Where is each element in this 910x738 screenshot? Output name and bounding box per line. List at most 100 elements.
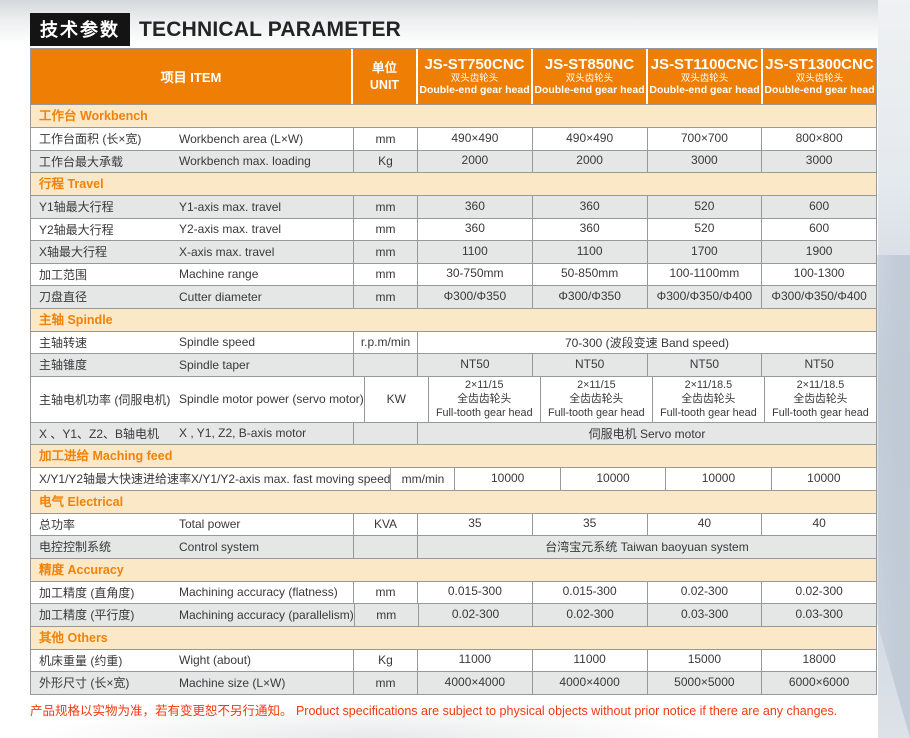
unit-cell: mm bbox=[353, 604, 418, 626]
unit-cell: mm bbox=[353, 672, 417, 694]
item-label-en: Total power bbox=[179, 517, 241, 532]
item-cell: 主轴锥度 Spindle taper bbox=[31, 354, 353, 376]
value-cell: 11000 bbox=[531, 649, 647, 671]
value-cell: 2000 bbox=[531, 150, 647, 172]
item-label-zh: 加工精度 (直角度) bbox=[39, 585, 135, 600]
unit-cell: KVA bbox=[353, 513, 417, 535]
value-cell: 0.015-300 bbox=[531, 581, 647, 603]
value-cell: 5000×5000 bbox=[646, 672, 762, 694]
item-label-zh: 机床重量 (约重) bbox=[39, 653, 123, 668]
value-cell: Φ300/Φ350 bbox=[531, 286, 647, 308]
item-label-en: Machine range bbox=[179, 267, 259, 282]
column-header-item: 项目 ITEM bbox=[31, 49, 351, 104]
item-cell: Y1轴最大行程 Y1-axis max. travel bbox=[31, 196, 353, 218]
model-name: JS-ST750CNC bbox=[424, 56, 525, 74]
value-cell: 800×800 bbox=[761, 128, 876, 150]
section-header: 精度 Accuracy bbox=[31, 557, 876, 581]
item-label-en: X/Y1/Y2-axis max. fast moving speed bbox=[191, 471, 391, 486]
value-cell: 35 bbox=[417, 513, 532, 535]
column-header-unit: 单位 UNIT bbox=[353, 49, 416, 104]
unit-cell: mm bbox=[353, 128, 417, 150]
unit-cell: mm/min bbox=[390, 468, 454, 490]
item-cell: 总功率 Total power bbox=[31, 514, 353, 536]
table-row: 电控控制系统 Control system 台湾宝元系统 Taiwan baoyua… bbox=[31, 535, 876, 558]
item-label-en: Machining accuracy (flatness) bbox=[179, 585, 338, 600]
item-label-zh: 工作台面积 (长×宽) bbox=[39, 132, 142, 147]
item-label-en: Spindle taper bbox=[179, 357, 250, 372]
item-label-en: Y2-axis max. travel bbox=[179, 222, 282, 237]
value-cell: 700×700 bbox=[646, 128, 762, 150]
table-row: 主轴电机功率 (伺服电机) Spindle motor power (servo … bbox=[31, 375, 876, 422]
unit-cell: mm bbox=[353, 581, 417, 603]
table-row: Y2轴最大行程 Y2-axis max. travel mm 360 360 520 600 bbox=[31, 217, 876, 241]
item-label-en: Cutter diameter bbox=[179, 289, 262, 304]
value-cell: 360 bbox=[417, 218, 532, 240]
item-label-zh: 电控控制系统 bbox=[39, 540, 112, 555]
model-name: JS-ST850NC bbox=[544, 56, 635, 74]
item-label-zh: 加工范围 bbox=[39, 267, 88, 282]
value-cell: 10000 bbox=[665, 468, 770, 490]
model-subtitle-zh: 双头齿轮头 bbox=[565, 73, 614, 85]
value-cell: 40 bbox=[646, 513, 762, 535]
value-cell: 10000 bbox=[770, 468, 876, 490]
item-cell: X/Y1/Y2轴最大快速进给速率 X/Y1/Y2-axis max. fast m… bbox=[31, 468, 390, 490]
item-cell: Y2轴最大行程 Y2-axis max. travel bbox=[31, 219, 353, 241]
section-header: 工作台 Workbench bbox=[31, 104, 876, 127]
value-cell: 4000×4000 bbox=[531, 672, 647, 694]
item-label-en: Spindle motor power (servo motor) bbox=[179, 392, 364, 406]
value-cell: 2×11/18.5 全齿齿轮头 Full-tooth gear head bbox=[651, 376, 764, 422]
item-label-en: Spindle speed bbox=[179, 335, 256, 350]
parameter-table: 项目 ITEM 单位 UNIT JS-ST750CNC 双头齿轮头 Double… bbox=[30, 48, 877, 695]
value-cell: 100-1300 bbox=[761, 263, 876, 285]
unit-cell: mm bbox=[353, 241, 417, 263]
table-row: 工作台最大承载 Workbench max. loading Kg 2000 2000 3… bbox=[31, 149, 876, 172]
value-cell: 1100 bbox=[531, 241, 647, 263]
value-cell: 100-1100mm bbox=[646, 263, 762, 285]
value-cell: Φ300/Φ350 bbox=[417, 286, 532, 308]
value-cell: 2×11/15 全齿齿轮头 Full-tooth gear head bbox=[427, 376, 540, 422]
item-label-zh: 主轴电机功率 (伺服电机) bbox=[39, 392, 171, 407]
value-cell: 0.02-300 bbox=[532, 604, 647, 626]
item-label-en: Machining accuracy (parallelism) bbox=[179, 607, 354, 622]
item-cell: X轴最大行程 X-axis max. travel bbox=[31, 241, 353, 263]
value-cell: 0.015-300 bbox=[417, 581, 532, 603]
value-cell: 360 bbox=[531, 218, 647, 240]
item-cell: 加工精度 (平行度) Machining accuracy (parallelis… bbox=[31, 604, 354, 626]
item-label-zh: Y2轴最大行程 bbox=[39, 222, 114, 237]
model-subtitle-en: Double-end gear head bbox=[534, 84, 645, 97]
item-cell: 主轴电机功率 (伺服电机) Spindle motor power (servo … bbox=[31, 377, 364, 422]
value-cell: 490×490 bbox=[417, 128, 532, 150]
item-cell: 工作台面积 (长×宽) Workbench area (L×W) bbox=[31, 128, 353, 150]
footer-note: 产品规格以实物为准，若有变更恕不另行通知。 Product specificat… bbox=[30, 704, 838, 718]
item-label-zh: 主轴转速 bbox=[39, 335, 88, 350]
value-cell: 360 bbox=[417, 196, 532, 218]
item-label-en: Workbench max. loading bbox=[179, 154, 311, 169]
value-cell: 40 bbox=[761, 513, 876, 535]
value-span-cell: 伺服电机 Servo motor bbox=[417, 422, 876, 444]
model-subtitle-en: Double-end gear head bbox=[419, 84, 530, 97]
item-cell: 机床重量 (约重) Wight (about) bbox=[31, 650, 353, 672]
value-cell: NT50 bbox=[761, 354, 876, 376]
item-label-en: Machine size (L×W) bbox=[179, 675, 286, 690]
unit-cell: mm bbox=[353, 286, 417, 308]
page-title-zh: 技术参数 bbox=[30, 13, 130, 46]
item-label-en: Wight (about) bbox=[179, 653, 252, 668]
value-cell: 2000 bbox=[417, 150, 532, 172]
value-cell: 3000 bbox=[761, 150, 876, 172]
item-label-en: X , Y1, Z2, B-axis motor bbox=[179, 426, 307, 441]
value-cell: 4000×4000 bbox=[417, 672, 532, 694]
item-label-en: Control system bbox=[179, 539, 260, 554]
unit-cell: mm bbox=[353, 263, 417, 285]
value-cell: 0.03-300 bbox=[646, 604, 762, 626]
value-cell: 30-750mm bbox=[417, 263, 532, 285]
item-label-zh: 外形尺寸 (长×宽) bbox=[39, 676, 130, 691]
unit-cell: mm bbox=[353, 218, 417, 240]
unit-cell: Kg bbox=[353, 150, 417, 172]
value-cell: 0.02-300 bbox=[417, 604, 533, 626]
unit-cell bbox=[353, 536, 417, 558]
section-header: 其他 Others bbox=[31, 625, 876, 649]
value-cell: 520 bbox=[646, 218, 762, 240]
item-cell: 主轴转速 Spindle speed bbox=[31, 332, 353, 354]
model-subtitle-zh: 双头齿轮头 bbox=[450, 73, 499, 85]
item-label-zh: 主轴锥度 bbox=[39, 358, 88, 373]
